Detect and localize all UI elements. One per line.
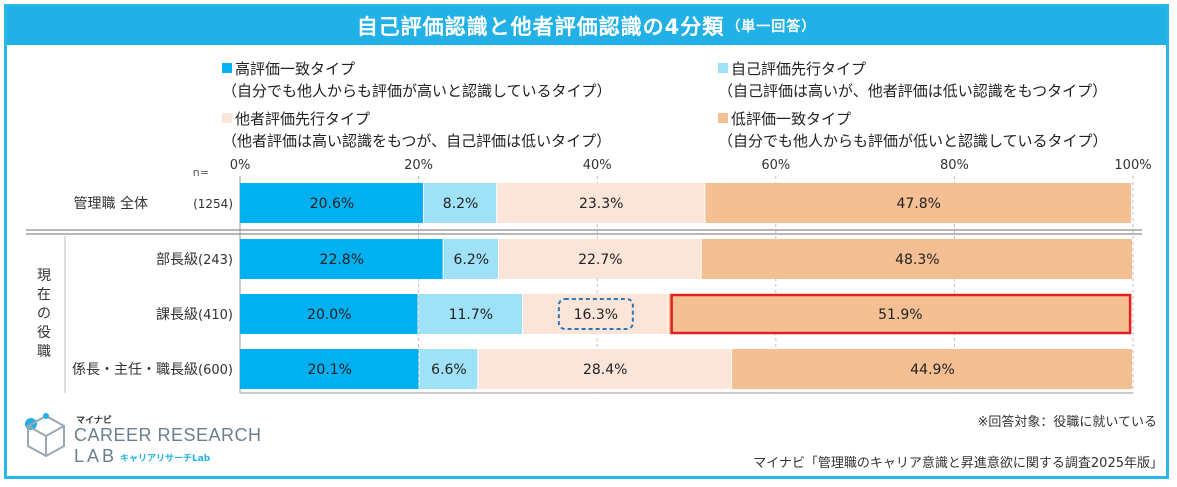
category-label: 係長・主任・職長級(600) (72, 362, 233, 378)
respondent-note: ※回答対象：役職に就いている (977, 415, 1157, 430)
bar-segment (443, 239, 498, 279)
legend-swatch (222, 113, 232, 123)
bar-value-label: 20.0% (307, 307, 351, 323)
x-tick-label: 40% (583, 158, 612, 173)
bar-segment (701, 239, 1132, 279)
legend-desc: （自分でも他人からも評価が低いと認識しているタイプ） (718, 132, 1108, 150)
category-n: (410) (198, 308, 233, 323)
cube-logo-icon (25, 413, 65, 458)
category-label-text: 課長級 (156, 307, 198, 323)
logo-lab-text: LAB (74, 446, 118, 466)
bar-value-label: 6.6% (431, 362, 467, 378)
bar-segment (705, 183, 1132, 223)
legend-label: 高評価一致タイプ (235, 60, 356, 78)
group-label-char: の (37, 306, 51, 322)
legend-item-high-match: 高評価一致タイプ （自分でも他人からも評価が高いと認識しているタイプ） (222, 58, 612, 102)
bar-segment (523, 294, 668, 334)
logo-main-text: CAREER RESEARCH (74, 425, 262, 445)
legend-swatch (222, 63, 232, 73)
bar-segment (240, 349, 419, 389)
legend-desc: （自分でも他人からも評価が高いと認識しているタイプ） (222, 82, 612, 100)
bar-segment (240, 239, 443, 279)
x-tick-label: 60% (761, 158, 790, 173)
x-tick-label: 20% (404, 158, 433, 173)
bar-segment (419, 349, 478, 389)
legend-desc: （他者評価は高い認識をもつが、自己評価は低いタイプ） (222, 132, 612, 150)
category-label: 課長級(410) (156, 307, 233, 323)
category-label: 管理職 全体 (74, 195, 148, 212)
logo-brand-text: マイナビ (76, 416, 112, 426)
logo-sub-text: キャリアリサーチLab (120, 454, 211, 464)
chart-title-sub: （単一回答） (726, 19, 817, 35)
bar-segment (497, 183, 705, 223)
category-n: (243) (198, 253, 233, 268)
bar-value-label: 23.3% (579, 196, 623, 212)
legend-label: 他者評価先行タイプ (235, 110, 371, 128)
bar-value-label: 6.2% (453, 252, 489, 268)
x-tick-label: 0% (230, 158, 251, 173)
x-tick-label: 100% (1114, 158, 1151, 173)
bar-value-label: 28.4% (583, 362, 627, 378)
bar-value-label: 16.3% (574, 307, 618, 323)
bar-value-label: 20.1% (308, 362, 352, 378)
bar-segment (478, 349, 732, 389)
bar-segment (418, 294, 523, 334)
category-n: (600) (198, 363, 233, 378)
legend-swatch (718, 113, 728, 123)
bar-segment (732, 349, 1132, 389)
chart-title: 自己評価認識と他者評価認識の4分類 (356, 15, 725, 39)
bar-value-label: 20.6% (310, 196, 354, 212)
highlight-box-dashed (557, 298, 634, 330)
legend-swatch (718, 63, 728, 73)
source-citation: マイナビ「管理職のキャリア意識と昇進意欲に関する調査2025年版」 (753, 456, 1163, 471)
bar-value-label: 48.3% (895, 252, 939, 268)
category-label: 部長級(243) (156, 252, 233, 268)
bar-value-label: 51.9% (878, 307, 922, 323)
bar-value-label: 22.7% (578, 252, 622, 268)
legend-item-other-first: 他者評価先行タイプ （他者評価は高い認識をもつが、自己評価は低いタイプ） (222, 108, 611, 152)
group-label-char: 職 (37, 344, 51, 360)
legend-item-low-match: 低評価一致タイプ （自分でも他人からも評価が低いと認識しているタイプ） (718, 108, 1108, 152)
group-label-char: 役 (37, 325, 51, 341)
x-tick-label: 80% (940, 158, 969, 173)
career-research-lab-logo (20, 410, 235, 466)
group-label-char: 現 (37, 268, 51, 284)
group-label-char: 在 (37, 287, 51, 303)
highlight-box-solid (670, 293, 1132, 335)
legend-label: 自己評価先行タイプ (731, 60, 867, 78)
legend-label: 低評価一致タイプ (731, 110, 852, 128)
bar-segment (423, 183, 497, 223)
bar-segment (498, 239, 701, 279)
category-label-text: 部長級 (156, 252, 198, 268)
category-label-text: 係長・主任・職長級 (72, 362, 198, 378)
bar-value-label: 44.9% (910, 362, 954, 378)
bar-value-label: 8.2% (443, 196, 479, 212)
bar-segment (240, 294, 418, 334)
bar-value-label: 22.8% (320, 252, 364, 268)
legend-desc: （自己評価は高いが、他者評価は低い認識をもつタイプ） (718, 82, 1108, 100)
legend-item-self-first: 自己評価先行タイプ （自己評価は高いが、他者評価は低い認識をもつタイプ） (718, 58, 1107, 102)
n-label: n= (193, 166, 209, 179)
bar-value-label: 11.7% (449, 307, 493, 323)
category-n: (1254) (193, 197, 233, 211)
bar-segment (668, 294, 1132, 334)
chart-title-bar: 自己評価認識と他者評価認識の4分類 （単一回答） (7, 7, 1166, 45)
bar-segment (240, 183, 423, 223)
bar-value-label: 47.8% (896, 196, 940, 212)
